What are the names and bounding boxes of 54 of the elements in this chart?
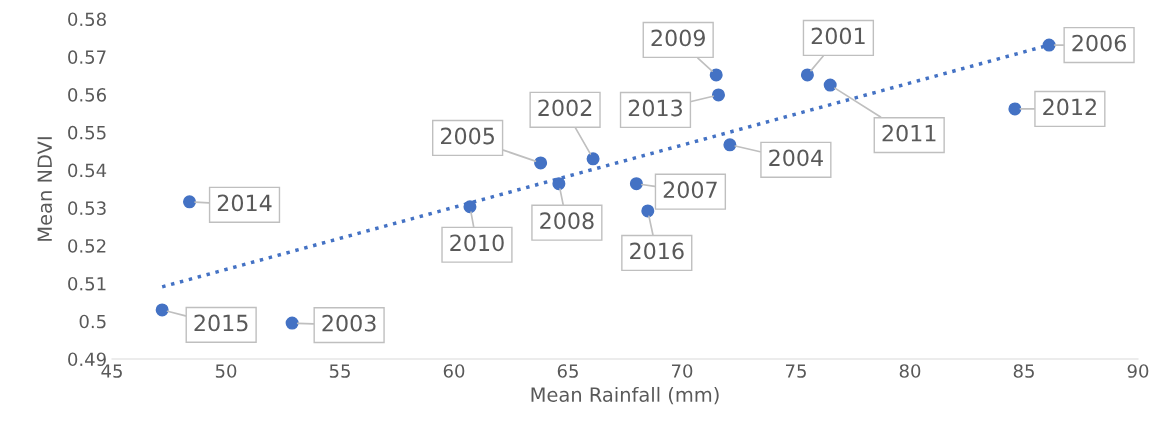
annotation: 2001 bbox=[811, 27, 865, 45]
x-axis-title: Mean Rainfall (mm) bbox=[531, 386, 719, 405]
point bbox=[155, 303, 169, 317]
annotation: 2004 bbox=[769, 149, 823, 167]
x-tick-label: 70 bbox=[671, 364, 693, 378]
y-axis-title: Mean NDVI bbox=[37, 137, 53, 241]
x-tick-label: 50 bbox=[215, 364, 237, 378]
point bbox=[709, 68, 723, 82]
y-tick-label: 0.5 bbox=[79, 314, 106, 329]
point bbox=[629, 177, 643, 191]
annotation: 2011 bbox=[882, 124, 936, 142]
point bbox=[1008, 102, 1022, 116]
annotation: 2009 bbox=[651, 29, 705, 47]
point bbox=[534, 156, 548, 170]
y-tick-label: 0.54 bbox=[68, 163, 107, 178]
annotation: 2005 bbox=[440, 127, 494, 145]
y-tick-label: 0.57 bbox=[68, 50, 106, 64]
y-tick-label: 0.55 bbox=[68, 125, 106, 140]
point bbox=[723, 138, 737, 152]
annotation: 2010 bbox=[450, 234, 504, 252]
point bbox=[586, 152, 600, 166]
annotation: 2006 bbox=[1072, 34, 1126, 52]
x-tick-label: 80 bbox=[899, 364, 921, 378]
point bbox=[285, 316, 299, 330]
y-tick-label: 0.53 bbox=[68, 201, 106, 216]
annotation: 2002 bbox=[538, 99, 592, 117]
x-tick-label: 75 bbox=[785, 364, 806, 378]
x-tick-label: 55 bbox=[329, 364, 350, 378]
y-tick-label: 0.52 bbox=[68, 239, 106, 253]
point bbox=[552, 177, 566, 191]
y-tick-label: 0.49 bbox=[68, 352, 106, 367]
y-tick-label: 0.51 bbox=[68, 276, 106, 291]
point bbox=[711, 88, 725, 102]
annotation: 2012 bbox=[1043, 98, 1096, 116]
annotation: 2014 bbox=[217, 194, 272, 212]
annotation: 2008 bbox=[540, 212, 594, 230]
annotation: 2013 bbox=[628, 99, 682, 117]
x-tick-label: 45 bbox=[101, 364, 122, 378]
y-tick-label: 0.56 bbox=[68, 88, 106, 102]
point bbox=[1042, 38, 1056, 52]
x-tick-label: 65 bbox=[557, 364, 578, 378]
point bbox=[823, 78, 837, 92]
x-tick-label: 60 bbox=[443, 364, 465, 378]
point bbox=[800, 68, 814, 82]
annotation: 2015 bbox=[194, 314, 248, 332]
x-tick-label: 85 bbox=[1013, 364, 1034, 378]
x-tick-label: 90 bbox=[1127, 364, 1149, 378]
point bbox=[463, 200, 477, 214]
point bbox=[641, 204, 655, 218]
annotation: 2016 bbox=[630, 242, 684, 260]
annotation: 2003 bbox=[322, 314, 376, 332]
y-tick-label: 0.58 bbox=[68, 12, 106, 27]
point bbox=[183, 195, 197, 209]
annotation: 2007 bbox=[663, 181, 717, 199]
